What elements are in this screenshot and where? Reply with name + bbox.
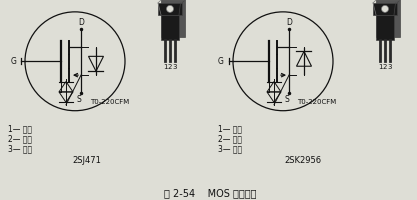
- Bar: [161, 0, 185, 37]
- Text: 3: 3: [173, 64, 177, 70]
- Text: 2SJ471: 2SJ471: [73, 156, 101, 165]
- Text: D: D: [78, 18, 84, 27]
- Text: T0-220CFM: T0-220CFM: [297, 99, 336, 105]
- Circle shape: [382, 5, 389, 12]
- Circle shape: [166, 5, 173, 12]
- Text: 3: 3: [388, 64, 392, 70]
- Text: 3— 源极: 3— 源极: [8, 144, 32, 153]
- Text: 2— 漏极: 2— 漏极: [218, 134, 242, 143]
- Text: T0-220CFM: T0-220CFM: [90, 99, 129, 105]
- Text: S: S: [284, 95, 289, 104]
- Text: 3— 源极: 3— 源极: [218, 144, 242, 153]
- Bar: [373, 3, 397, 15]
- Text: 1— 栅极: 1— 栅极: [8, 125, 32, 134]
- Text: 2SK2956: 2SK2956: [284, 156, 322, 165]
- Text: 图 2-54    MOS 场效应管: 图 2-54 MOS 场效应管: [164, 188, 256, 198]
- Bar: [158, 3, 182, 15]
- Text: G: G: [10, 57, 16, 66]
- Text: G: G: [218, 57, 224, 66]
- Text: S: S: [76, 95, 81, 104]
- Text: 1— 栅极: 1— 栅极: [218, 125, 242, 134]
- Bar: [161, 15, 179, 40]
- Text: 1: 1: [378, 64, 382, 70]
- Text: D: D: [286, 18, 292, 27]
- Text: 2— 漏极: 2— 漏极: [8, 134, 32, 143]
- Bar: [376, 0, 400, 37]
- Text: 2: 2: [168, 64, 172, 70]
- Text: 2: 2: [383, 64, 387, 70]
- Bar: [376, 15, 394, 40]
- Text: 1: 1: [163, 64, 167, 70]
